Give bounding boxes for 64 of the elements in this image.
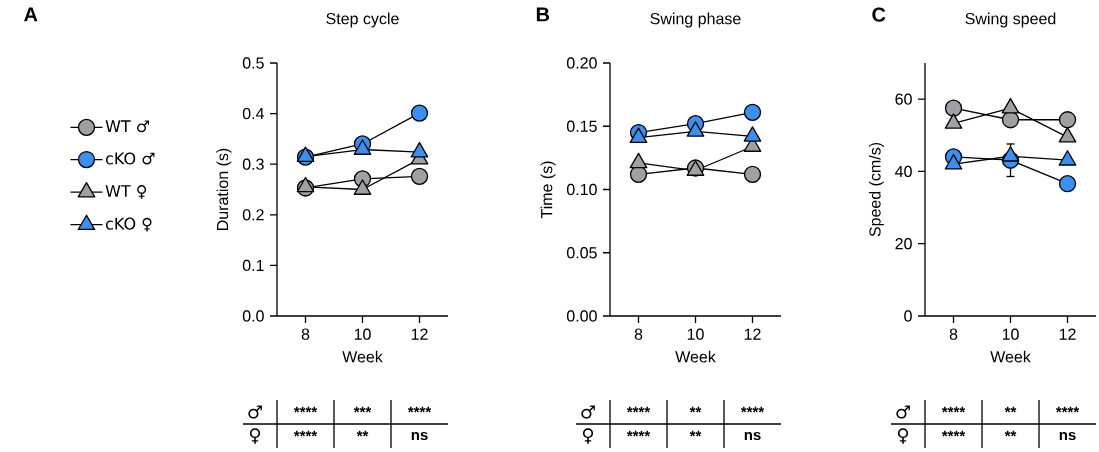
text: ** <box>689 430 702 437</box>
y-tick-label: 0.5 <box>242 57 264 69</box>
legend-label: WT ♂ <box>105 120 150 133</box>
x-tick-label: 8 <box>949 328 958 340</box>
x-tick-label: 8 <box>301 328 310 340</box>
text: ♂ <box>896 405 910 419</box>
y-axis-title: Duration (s) <box>216 148 232 230</box>
text: **** <box>626 406 651 413</box>
x-tick-label: 12 <box>411 328 428 340</box>
text: ♀ <box>249 428 261 444</box>
text: ♂ <box>248 405 262 419</box>
y-tick-label: 0.0 <box>242 310 264 322</box>
y-tick-label: 0.3 <box>242 158 264 170</box>
text: **** <box>941 406 966 413</box>
y-tick-label: 0 <box>904 310 912 322</box>
text: ns <box>744 431 761 441</box>
text: A <box>24 7 38 22</box>
chart-title: Swing speed <box>965 12 1056 28</box>
y-tick-label: 20 <box>895 238 912 250</box>
x-tick-label: 10 <box>354 328 371 340</box>
text: ♀ <box>582 428 594 444</box>
y-tick-label: 40 <box>895 165 912 178</box>
x-tick-label: 8 <box>634 328 643 340</box>
x-axis-title: Week <box>990 350 1031 363</box>
text: ♀ <box>897 428 909 444</box>
x-axis-title: Week <box>675 350 716 363</box>
x-tick-label: 12 <box>744 328 761 340</box>
y-tick-label: 0.05 <box>566 247 597 259</box>
y-tick-label: 0.00 <box>566 310 597 322</box>
text: ♂ <box>581 405 595 419</box>
x-tick-label: 10 <box>1002 328 1019 340</box>
chart-title: Step cycle <box>326 12 399 28</box>
x-tick-label: 10 <box>687 328 704 340</box>
y-tick-label: 0.1 <box>242 259 264 272</box>
text: **** <box>293 406 318 413</box>
y-tick-label: 0.4 <box>242 107 264 120</box>
legend-label: WT ♀ <box>105 185 147 199</box>
y-tick-label: 0.15 <box>566 120 597 132</box>
text: **** <box>941 430 966 437</box>
y-axis-title: Speed (cm/s) <box>868 142 884 237</box>
text: **** <box>293 430 318 437</box>
legend-label: cKO ♂ <box>105 152 155 165</box>
text: C <box>872 7 886 22</box>
y-tick-label: 0.10 <box>566 183 597 196</box>
text: **** <box>740 406 765 413</box>
text: ** <box>356 430 369 437</box>
text: *** <box>353 406 372 413</box>
y-tick-label: 60 <box>895 93 912 105</box>
text: ** <box>689 406 702 413</box>
y-tick-label: 0.20 <box>566 57 597 69</box>
text: **** <box>626 430 651 437</box>
chart-title: Swing phase <box>650 12 741 28</box>
text: ns <box>411 431 428 441</box>
legend-label: cKO ♀ <box>105 217 152 232</box>
x-axis-title: Week <box>342 350 383 363</box>
y-tick-label: 0.2 <box>242 209 264 221</box>
x-tick-label: 12 <box>1059 328 1076 340</box>
text: ** <box>1004 406 1017 413</box>
y-axis-title: Time (s) <box>540 161 556 219</box>
text: B <box>536 7 550 22</box>
text: **** <box>407 406 432 413</box>
text: ns <box>1059 431 1076 441</box>
text: ** <box>1004 430 1017 437</box>
text: **** <box>1055 406 1080 413</box>
